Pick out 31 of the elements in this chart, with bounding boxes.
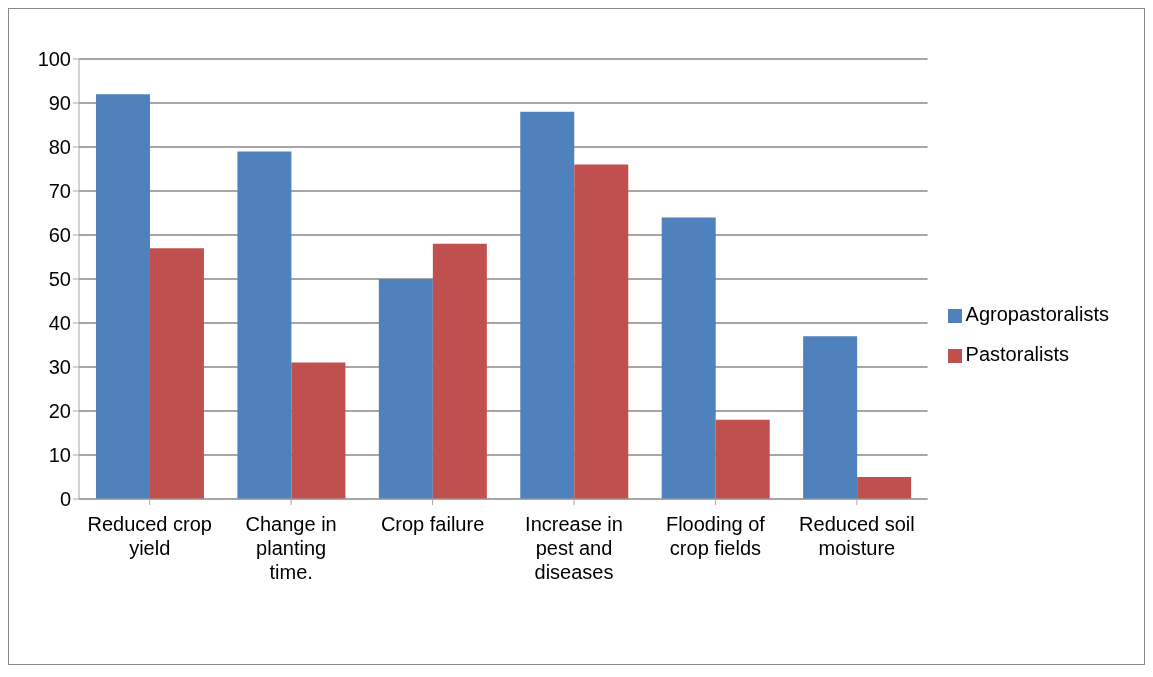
- bar: [291, 362, 346, 499]
- y-tick-label: 30: [48, 356, 71, 379]
- y-tick-label: 80: [48, 136, 71, 159]
- x-tick-label: Reduced crop yield: [87, 513, 212, 559]
- x-tick-label: Crop failure: [380, 513, 485, 535]
- x-tick-label: Increase in pest and diseases: [525, 513, 623, 583]
- legend-label: Agropastoralists: [965, 303, 1109, 325]
- bar: [378, 279, 433, 499]
- x-tick-label: Flooding of crop fields: [665, 513, 766, 559]
- bar: [432, 243, 487, 499]
- bar: [237, 151, 292, 499]
- y-tick-label: 100: [37, 48, 71, 71]
- bar: [574, 164, 629, 499]
- bar: [857, 477, 912, 499]
- x-tick-label: Change in planting time.: [245, 513, 337, 583]
- bar: [715, 419, 770, 499]
- y-tick-label: 60: [48, 224, 71, 247]
- bar: [803, 336, 858, 499]
- bar: [661, 217, 716, 499]
- y-tick-label: 40: [48, 312, 71, 335]
- y-tick-label: 70: [48, 180, 71, 203]
- legend-label: Pastoralists: [965, 343, 1069, 365]
- bar: [95, 94, 150, 499]
- bar: [149, 248, 204, 499]
- y-tick-label: 0: [59, 488, 71, 511]
- y-tick-label: 10: [48, 444, 71, 467]
- x-tick-label: Reduced soil moisture: [799, 513, 915, 559]
- y-tick-label: 50: [48, 268, 71, 291]
- y-tick-label: 90: [48, 92, 71, 115]
- bar: [520, 111, 575, 499]
- y-tick-label: 20: [48, 400, 71, 423]
